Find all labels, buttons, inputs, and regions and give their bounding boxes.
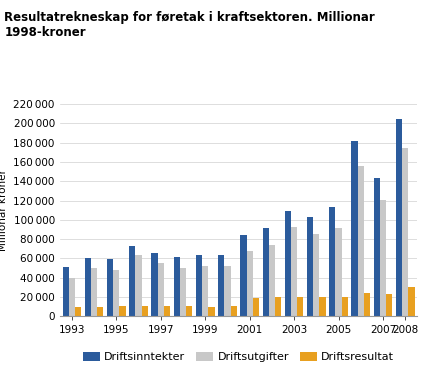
- Bar: [85, 259, 91, 316]
- Bar: [402, 148, 409, 316]
- Bar: [329, 207, 335, 316]
- Bar: [196, 256, 202, 316]
- Bar: [135, 256, 142, 316]
- Bar: [107, 259, 113, 316]
- Bar: [307, 217, 313, 316]
- Text: Resultatrekneskap for føretak i kraftsektoren. Millionar
1998-kroner: Resultatrekneskap for føretak i kraftsek…: [4, 11, 375, 39]
- Bar: [129, 246, 135, 316]
- Bar: [253, 298, 259, 316]
- Bar: [186, 305, 192, 316]
- Bar: [151, 253, 158, 316]
- Bar: [202, 266, 208, 316]
- Bar: [358, 166, 364, 316]
- Bar: [342, 297, 348, 316]
- Bar: [142, 305, 148, 316]
- Bar: [396, 119, 402, 316]
- Y-axis label: Millionar kroner: Millionar kroner: [0, 169, 8, 251]
- Bar: [158, 263, 164, 316]
- Bar: [262, 228, 269, 316]
- Bar: [364, 293, 370, 316]
- Bar: [230, 305, 237, 316]
- Bar: [374, 178, 380, 316]
- Bar: [97, 307, 104, 316]
- Bar: [297, 297, 303, 316]
- Bar: [63, 267, 69, 316]
- Legend: Driftsinntekter, Driftsutgifter, Driftsresultat: Driftsinntekter, Driftsutgifter, Driftsr…: [78, 347, 399, 366]
- Bar: [218, 254, 225, 316]
- Bar: [240, 235, 247, 316]
- Bar: [113, 270, 119, 316]
- Bar: [351, 141, 358, 316]
- Bar: [335, 228, 342, 316]
- Bar: [275, 297, 281, 316]
- Bar: [225, 266, 230, 316]
- Bar: [69, 278, 75, 316]
- Bar: [119, 305, 126, 316]
- Bar: [180, 268, 186, 316]
- Bar: [75, 307, 81, 316]
- Bar: [91, 268, 97, 316]
- Bar: [291, 227, 297, 316]
- Bar: [285, 211, 291, 316]
- Bar: [313, 234, 320, 316]
- Bar: [409, 287, 414, 316]
- Bar: [164, 305, 170, 316]
- Bar: [320, 297, 326, 316]
- Bar: [269, 245, 275, 316]
- Bar: [380, 199, 386, 316]
- Bar: [208, 307, 215, 316]
- Bar: [386, 294, 392, 316]
- Bar: [247, 251, 253, 316]
- Bar: [174, 257, 180, 316]
